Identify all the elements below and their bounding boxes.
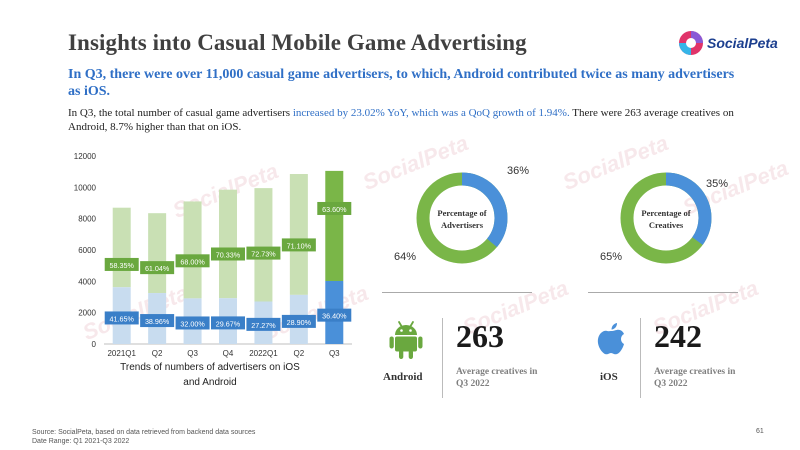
ios-share-label-bg xyxy=(281,314,316,328)
android-share-label-bg xyxy=(140,261,175,275)
android-share-label-bg xyxy=(281,238,316,252)
ios-share-label: 27.27% xyxy=(251,321,276,330)
y-tick-label: 0 xyxy=(92,340,97,349)
android-share-value: 64% xyxy=(394,251,416,263)
separator-line xyxy=(382,292,532,293)
summary-highlight: increased by 23.02% YoY, which was a QoQ… xyxy=(292,107,570,119)
page-title: Insights into Casual Mobile Game Adverti… xyxy=(68,30,527,55)
y-tick-label: 6000 xyxy=(78,246,96,255)
ios-share-label-bg xyxy=(317,308,352,322)
ios-share-label: 41.65% xyxy=(110,314,135,323)
android-bar xyxy=(112,207,131,288)
ios-share-label: 36.40% xyxy=(322,312,347,321)
logo-text: SocialPeta xyxy=(707,35,778,51)
ios-creatives-value: 242 xyxy=(654,318,702,354)
android-share-label-bg xyxy=(211,247,245,261)
y-tick-label: 4000 xyxy=(78,277,96,286)
y-tick-label: 12000 xyxy=(74,152,97,161)
android-creatives-caption: Average creatives in Q3 2022 xyxy=(456,367,538,389)
source-text: Source: SocialPeta, based on data retrie… xyxy=(32,429,256,436)
ios-share-label-bg xyxy=(246,317,281,331)
android-bar xyxy=(254,188,273,302)
android-share-label-bg xyxy=(104,257,139,271)
donut-title: Percentage of xyxy=(641,208,690,218)
x-tick-label: Q2 xyxy=(152,349,163,358)
logo-mark-icon xyxy=(679,31,703,55)
android-share-label-bg xyxy=(317,201,352,215)
chart-title: Trends of numbers of advertisers on iOS xyxy=(120,362,300,373)
x-tick-label: 2021Q1 xyxy=(107,349,136,358)
headline: In Q3, there were over 11,000 casual gam… xyxy=(68,67,735,99)
ios-share-value: 35% xyxy=(706,178,728,190)
date-range-text: Date Range: Q1 2021-Q3 2022 xyxy=(32,438,130,445)
chart-title: and Android xyxy=(183,377,236,388)
donut-title: Percentage of xyxy=(437,208,486,218)
y-tick-label: 2000 xyxy=(78,309,96,318)
summary-text: In Q3, the total number of casual game a… xyxy=(68,107,734,133)
android-icon xyxy=(389,321,423,359)
advertisers-donut-chart: Percentage of Advertisers 36% 64% xyxy=(394,165,529,264)
x-tick-label: Q3 xyxy=(187,349,198,358)
stat-divider xyxy=(640,318,641,398)
x-tick-label: Q3 xyxy=(329,349,340,358)
android-share-label: 58.35% xyxy=(110,261,135,270)
android-bar xyxy=(289,174,308,295)
ios-share-label-bg xyxy=(175,316,210,330)
footer-source: Source: SocialPeta, based on data retrie… xyxy=(32,428,255,446)
apple-icon xyxy=(597,323,624,355)
x-tick-label: 2022Q1 xyxy=(249,349,278,358)
ios-share-label: 32.00% xyxy=(180,319,205,328)
android-share-label: 68.00% xyxy=(180,257,205,266)
ios-share-label-bg xyxy=(104,311,139,325)
separator-line xyxy=(588,292,738,293)
ios-share-label-bg xyxy=(211,316,245,330)
android-share-label-bg xyxy=(246,246,281,260)
brand-logo: SocialPeta xyxy=(678,30,778,56)
advertisers-bar-chart: 0 2000 4000 6000 8000 10000 12000 2021Q1 58.35% 4… xyxy=(74,152,352,388)
donut-title: Advertisers xyxy=(441,220,484,230)
android-share-label-bg xyxy=(175,254,210,268)
creatives-donut-chart: Percentage of Creatives 35% 65% xyxy=(600,172,728,264)
donut-title: Creatives xyxy=(649,220,684,230)
ios-label: iOS xyxy=(600,371,618,383)
ios-creatives-caption: Average creatives in Q3 2022 xyxy=(654,367,736,389)
y-tick-label: 10000 xyxy=(74,183,97,192)
ios-share-label: 28.90% xyxy=(287,318,312,327)
ios-share-label-bg xyxy=(140,314,175,328)
ios-slice xyxy=(620,172,712,264)
stat-divider xyxy=(442,318,443,398)
android-share-label: 61.04% xyxy=(145,264,170,273)
ios-slice xyxy=(416,172,508,264)
android-share-label: 72.73% xyxy=(251,250,276,259)
android-share-label: 70.33% xyxy=(216,250,241,259)
y-tick-label: 8000 xyxy=(78,215,96,224)
android-label: Android xyxy=(383,371,423,383)
page-number: 61 xyxy=(756,428,764,435)
android-share-label: 63.60% xyxy=(322,205,347,214)
x-tick-label: Q2 xyxy=(294,349,305,358)
ios-share-label: 29.67% xyxy=(216,319,241,328)
ios-share-value: 36% xyxy=(507,165,529,177)
android-bar xyxy=(183,201,202,299)
android-bar xyxy=(219,189,237,299)
ios-share-label: 38.96% xyxy=(145,317,170,326)
android-share-value: 65% xyxy=(600,251,622,263)
android-creatives-value: 263 xyxy=(456,318,504,354)
android-share-label: 71.10% xyxy=(287,241,312,250)
android-bar xyxy=(148,213,167,294)
android-bar xyxy=(325,170,344,281)
x-tick-label: Q4 xyxy=(223,349,234,358)
